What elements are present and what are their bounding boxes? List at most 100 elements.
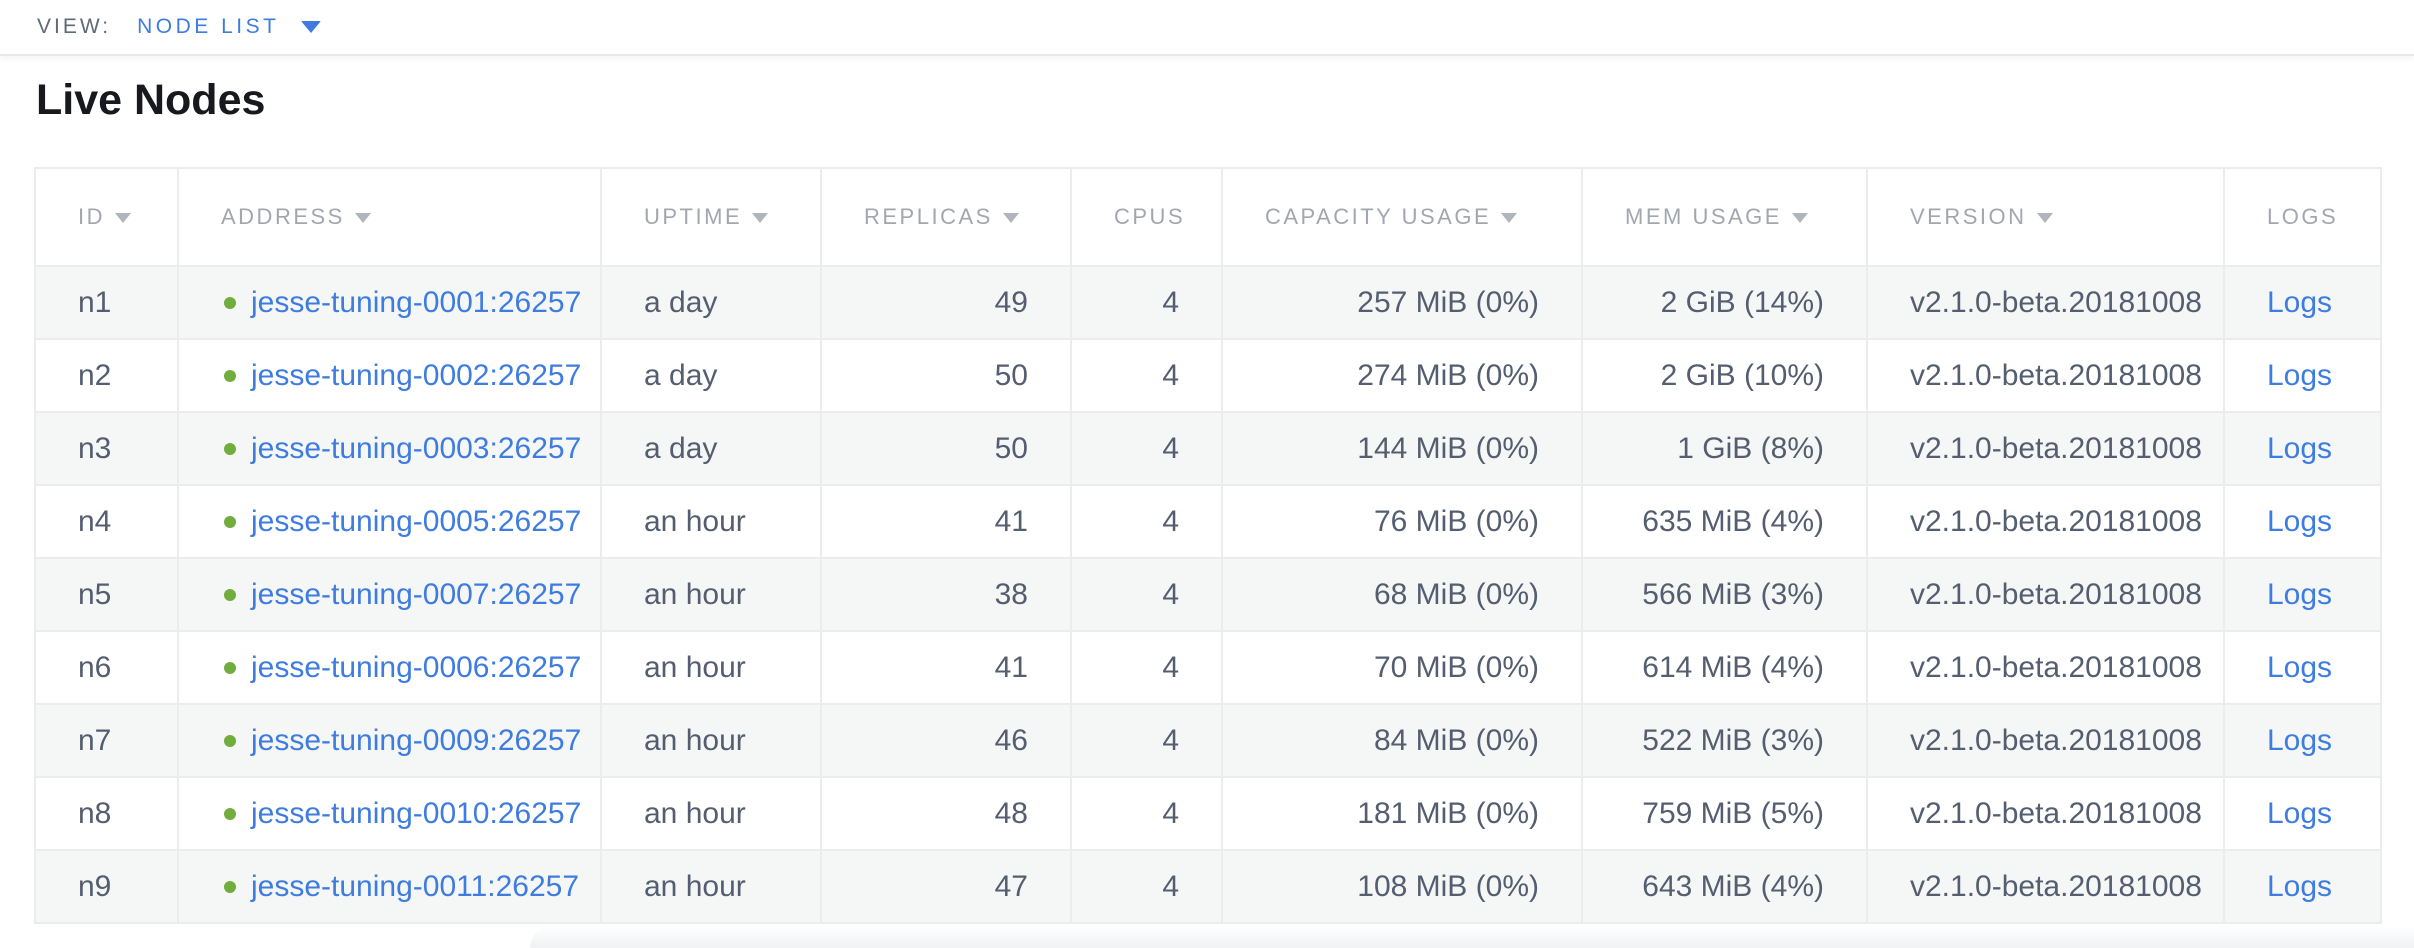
table-body: n1 jesse-tuning-0001:26257 a day 49 4 257 MiB… <box>34 265 2382 924</box>
address-cell: jesse-tuning-0006:26257 <box>177 630 602 705</box>
version-cell: v2.1.0-beta.20181008 <box>1866 484 2225 559</box>
column-header-label: ID <box>78 204 105 229</box>
mem-cell: 614 MiB (4%) <box>1581 630 1868 705</box>
sort-arrow-icon <box>752 213 769 223</box>
address-link[interactable]: jesse-tuning-0002:26257 <box>251 358 582 392</box>
live-nodes-table-container: ID ADDRESS UPTIME REPLICAS CPUS CAPACITY USAG… <box>34 167 2382 924</box>
address-link[interactable]: jesse-tuning-0010:26257 <box>251 796 582 830</box>
column-header-label: UPTIME <box>644 204 743 229</box>
version-cell: v2.1.0-beta.20181008 <box>1866 338 2225 413</box>
mem-cell: 2 GiB (14%) <box>1581 265 1868 340</box>
uptime-cell: a day <box>600 411 822 486</box>
column-header-uptime[interactable]: UPTIME <box>600 167 822 267</box>
capacity-cell: 257 MiB (0%) <box>1221 265 1583 340</box>
replicas-cell: 47 <box>820 849 1072 924</box>
replicas-cell: 49 <box>820 265 1072 340</box>
column-header-mem[interactable]: MEM USAGE <box>1581 167 1868 267</box>
view-bar: VIEW: NODE LIST <box>0 0 2414 56</box>
address-link[interactable]: jesse-tuning-0009:26257 <box>251 723 582 757</box>
node-live-status-icon <box>224 442 236 455</box>
address-cell: jesse-tuning-0002:26257 <box>177 338 602 413</box>
mem-cell: 1 GiB (8%) <box>1581 411 1868 486</box>
column-header-replicas[interactable]: REPLICAS <box>820 167 1072 267</box>
id-cell: n2 <box>34 338 179 413</box>
replicas-cell: 50 <box>820 338 1072 413</box>
capacity-cell: 68 MiB (0%) <box>1221 557 1583 632</box>
address-link[interactable]: jesse-tuning-0001:26257 <box>251 285 582 319</box>
id-cell: n9 <box>34 849 179 924</box>
address-cell: jesse-tuning-0009:26257 <box>177 703 602 778</box>
column-header-label: VERSION <box>1910 204 2027 229</box>
id-cell: n8 <box>34 776 179 851</box>
logs-link[interactable]: Logs <box>2267 869 2333 903</box>
column-header-label: ADDRESS <box>221 204 345 229</box>
uptime-cell: an hour <box>600 484 822 559</box>
logs-cell: Logs <box>2223 630 2382 705</box>
node-live-status-icon <box>224 807 236 820</box>
address-cell: jesse-tuning-0001:26257 <box>177 265 602 340</box>
sort-arrow-icon <box>2036 213 2053 223</box>
sort-arrow-icon <box>1791 213 1808 223</box>
capacity-cell: 76 MiB (0%) <box>1221 484 1583 559</box>
address-link[interactable]: jesse-tuning-0005:26257 <box>251 504 582 538</box>
column-header-id[interactable]: ID <box>34 167 179 267</box>
replicas-cell: 46 <box>820 703 1072 778</box>
logs-link[interactable]: Logs <box>2267 358 2333 392</box>
column-header-address[interactable]: ADDRESS <box>177 167 602 267</box>
id-cell: n3 <box>34 411 179 486</box>
cpus-cell: 4 <box>1070 849 1223 924</box>
address-cell: jesse-tuning-0005:26257 <box>177 484 602 559</box>
mem-cell: 522 MiB (3%) <box>1581 703 1868 778</box>
logs-link[interactable]: Logs <box>2267 577 2333 611</box>
sort-arrow-icon <box>1501 213 1518 223</box>
table-row: n3 jesse-tuning-0003:26257 a day 50 4 144 MiB… <box>34 411 2382 486</box>
node-list-dropdown-value: NODE LIST <box>137 15 280 38</box>
version-cell: v2.1.0-beta.20181008 <box>1866 630 2225 705</box>
version-cell: v2.1.0-beta.20181008 <box>1866 411 2225 486</box>
node-live-status-icon <box>224 880 236 893</box>
version-cell: v2.1.0-beta.20181008 <box>1866 265 2225 340</box>
cpus-cell: 4 <box>1070 265 1223 340</box>
node-list-dropdown[interactable]: NODE LIST <box>137 15 322 39</box>
logs-cell: Logs <box>2223 849 2382 924</box>
version-cell: v2.1.0-beta.20181008 <box>1866 703 2225 778</box>
logs-cell: Logs <box>2223 338 2382 413</box>
replicas-cell: 50 <box>820 411 1072 486</box>
logs-link[interactable]: Logs <box>2267 504 2333 538</box>
column-header-version[interactable]: VERSION <box>1866 167 2225 267</box>
version-cell: v2.1.0-beta.20181008 <box>1866 557 2225 632</box>
logs-cell: Logs <box>2223 703 2382 778</box>
logs-link[interactable]: Logs <box>2267 723 2333 757</box>
column-header-capacity[interactable]: CAPACITY USAGE <box>1221 167 1583 267</box>
next-card-shadow <box>530 926 2414 948</box>
address-link[interactable]: jesse-tuning-0011:26257 <box>251 869 580 903</box>
capacity-cell: 274 MiB (0%) <box>1221 338 1583 413</box>
node-live-status-icon <box>224 661 236 674</box>
mem-cell: 759 MiB (5%) <box>1581 776 1868 851</box>
table-row: n5 jesse-tuning-0007:26257 an hour 38 4 68 Mi… <box>34 557 2382 632</box>
column-header-label: MEM USAGE <box>1625 204 1782 229</box>
uptime-cell: an hour <box>600 630 822 705</box>
mem-cell: 566 MiB (3%) <box>1581 557 1868 632</box>
address-link[interactable]: jesse-tuning-0007:26257 <box>251 577 582 611</box>
table-row: n7 jesse-tuning-0009:26257 an hour 46 4 84 Mi… <box>34 703 2382 778</box>
table-row: n8 jesse-tuning-0010:26257 an hour 48 4 181 M… <box>34 776 2382 851</box>
cpus-cell: 4 <box>1070 557 1223 632</box>
live-nodes-table: ID ADDRESS UPTIME REPLICAS CPUS CAPACITY USAG… <box>34 167 2382 924</box>
table-row: n2 jesse-tuning-0002:26257 a day 50 4 274 MiB… <box>34 338 2382 413</box>
logs-link[interactable]: Logs <box>2267 650 2333 684</box>
logs-link[interactable]: Logs <box>2267 285 2333 319</box>
logs-cell: Logs <box>2223 484 2382 559</box>
address-cell: jesse-tuning-0010:26257 <box>177 776 602 851</box>
table-row: n9 jesse-tuning-0011:26257 an hour 47 4 108 M… <box>34 849 2382 924</box>
cpus-cell: 4 <box>1070 776 1223 851</box>
capacity-cell: 70 MiB (0%) <box>1221 630 1583 705</box>
id-cell: n5 <box>34 557 179 632</box>
address-link[interactable]: jesse-tuning-0003:26257 <box>251 431 582 465</box>
version-cell: v2.1.0-beta.20181008 <box>1866 849 2225 924</box>
logs-link[interactable]: Logs <box>2267 431 2333 465</box>
address-link[interactable]: jesse-tuning-0006:26257 <box>251 650 582 684</box>
page-title: Live Nodes <box>36 76 266 124</box>
logs-link[interactable]: Logs <box>2267 796 2333 830</box>
address-cell: jesse-tuning-0007:26257 <box>177 557 602 632</box>
